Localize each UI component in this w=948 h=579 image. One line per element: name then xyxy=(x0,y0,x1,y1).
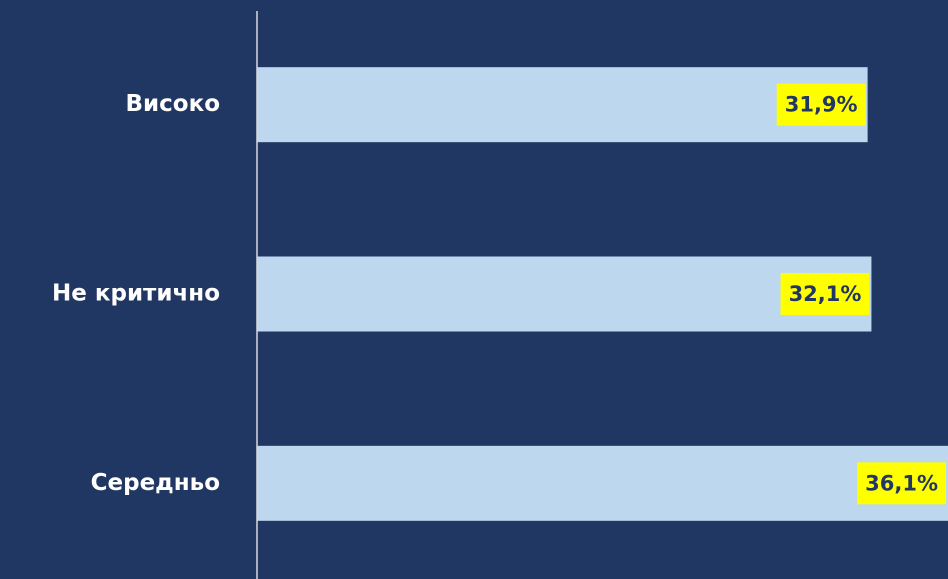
bar xyxy=(257,67,868,143)
value-label: 32,1% xyxy=(789,282,862,306)
y-tick-label: Високо xyxy=(126,91,221,117)
y-tick-label: Середньо xyxy=(91,470,220,496)
value-label-box xyxy=(780,273,870,315)
value-label-box xyxy=(776,83,866,126)
bar xyxy=(257,256,872,332)
bar xyxy=(257,445,948,521)
value-label-box xyxy=(857,462,946,505)
y-tick-label: Не критично xyxy=(52,281,220,307)
value-label: 36,1% xyxy=(865,471,938,495)
value-label: 31,9% xyxy=(785,93,858,117)
